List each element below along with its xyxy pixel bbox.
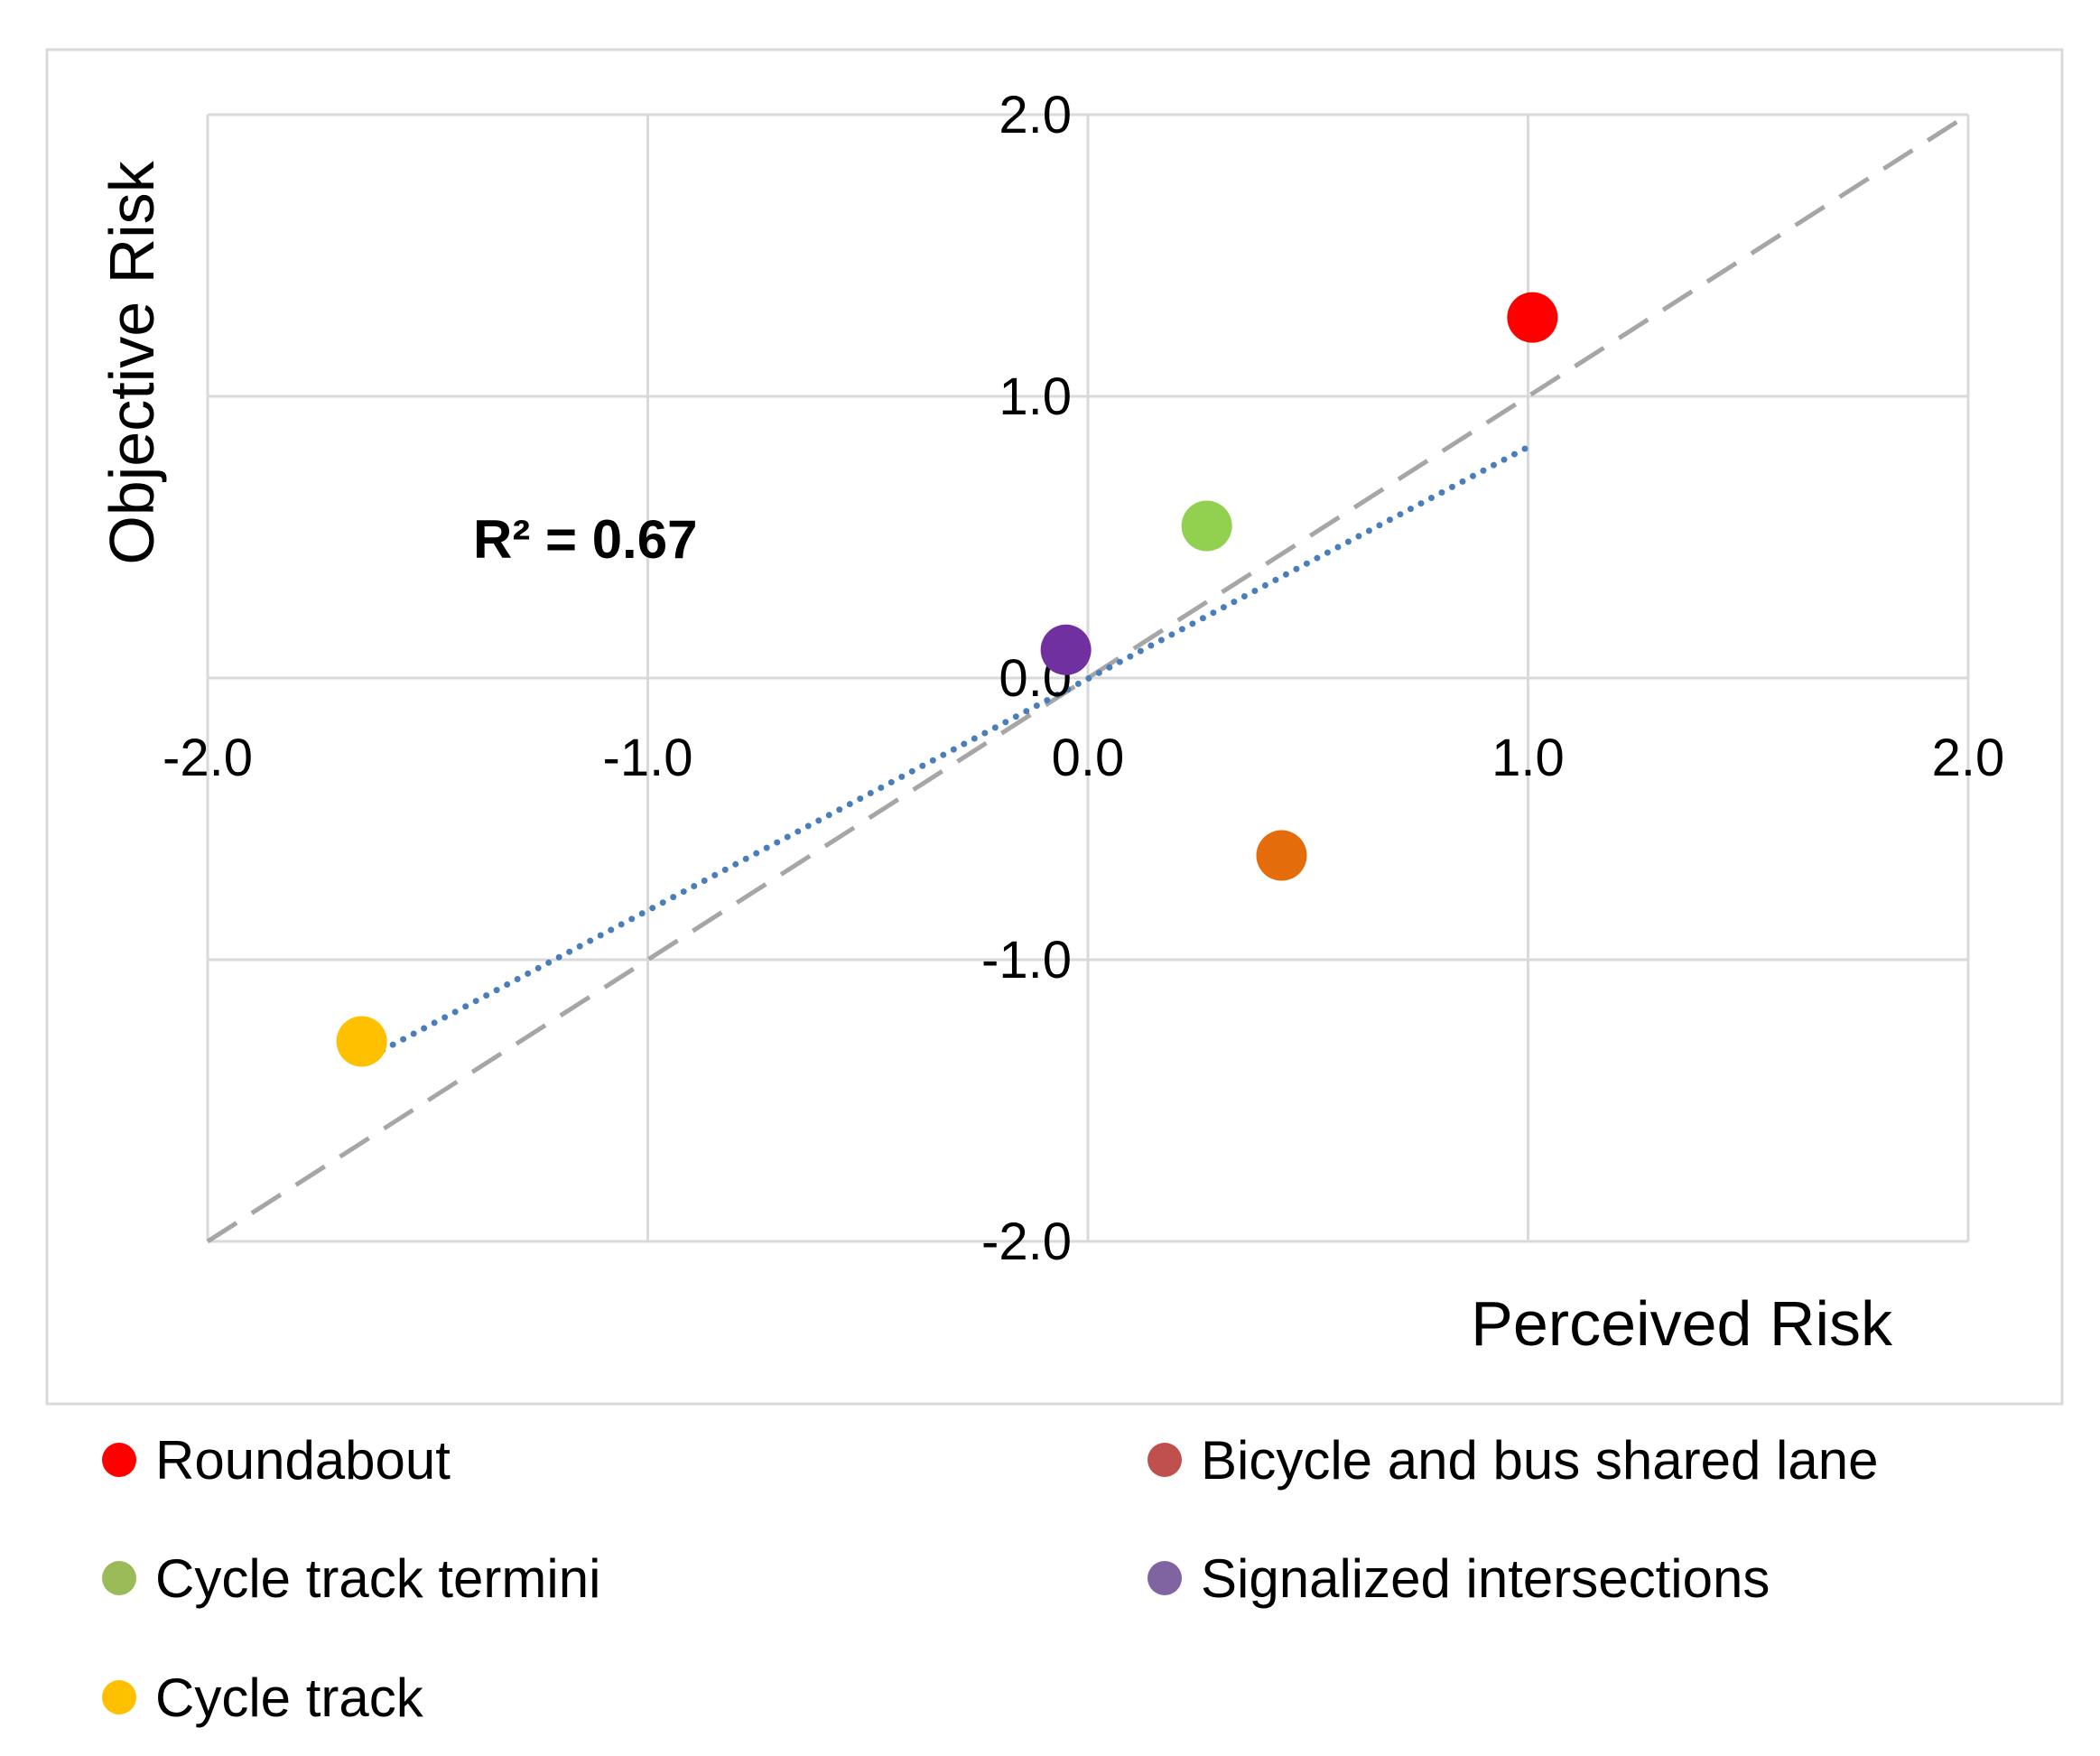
data-point-bicycle-and-bus-shared-lane: [1256, 830, 1307, 881]
gridlines: [206, 113, 1970, 1243]
data-point-cycle-track: [336, 1016, 387, 1067]
data-point-signalized-intersections: [1040, 624, 1092, 675]
y-tick-label-1: -1.0: [981, 931, 1072, 989]
legend-label-signalized-intersections: Signalized intersections: [1201, 1548, 1770, 1609]
y-axis-title: Objective Risk: [97, 160, 167, 564]
reference-line-y-equals-x: [206, 112, 1970, 1244]
x-tick-label-3: 1.0: [1491, 729, 1565, 787]
legend-marker-cycle-track: [102, 1680, 136, 1714]
trendline: [358, 443, 1531, 1064]
data-point-roundabout: [1507, 292, 1558, 343]
tick-labels: -2.0 -1.0 0.0 1.0 2.0-2.0-1.00.01.02.0: [163, 86, 2004, 1271]
x-tick-label-4: 2.0: [1932, 729, 2005, 787]
x-tick-label-1: -1.0: [603, 729, 693, 787]
data-points: [336, 292, 1558, 1067]
legend: Roundabout Bicycle and bus shared lane Cyc…: [102, 1430, 1878, 1728]
legend-marker-roundabout: [102, 1443, 136, 1477]
legend-marker-signalized-intersections: [1148, 1561, 1182, 1595]
x-axis-title: Perceived Risk: [1471, 1288, 1893, 1359]
chart-border: [45, 48, 2064, 1406]
x-tick-label-2: 0.0: [1052, 729, 1125, 787]
y-tick-label-0: -2.0: [981, 1212, 1072, 1271]
x-tick-label-0: -2.0: [163, 729, 253, 787]
y-tick-label-4: 2.0: [999, 86, 1072, 144]
legend-marker-cycle-track-termini: [102, 1561, 136, 1595]
lines-layer: [206, 112, 1970, 1244]
data-point-cycle-track-termini: [1181, 500, 1232, 552]
legend-label-bicycle-and-bus-shared-lane: Bicycle and bus shared lane: [1201, 1430, 1878, 1491]
legend-marker-bicycle-and-bus-shared-lane: [1148, 1443, 1182, 1477]
r-squared-annotation: R² = 0.67: [473, 509, 697, 570]
y-tick-label-3: 1.0: [999, 367, 1072, 426]
legend-label-cycle-track-termini: Cycle track termini: [155, 1548, 600, 1609]
legend-label-roundabout: Roundabout: [155, 1430, 451, 1491]
legend-label-cycle-track: Cycle track: [155, 1668, 424, 1728]
